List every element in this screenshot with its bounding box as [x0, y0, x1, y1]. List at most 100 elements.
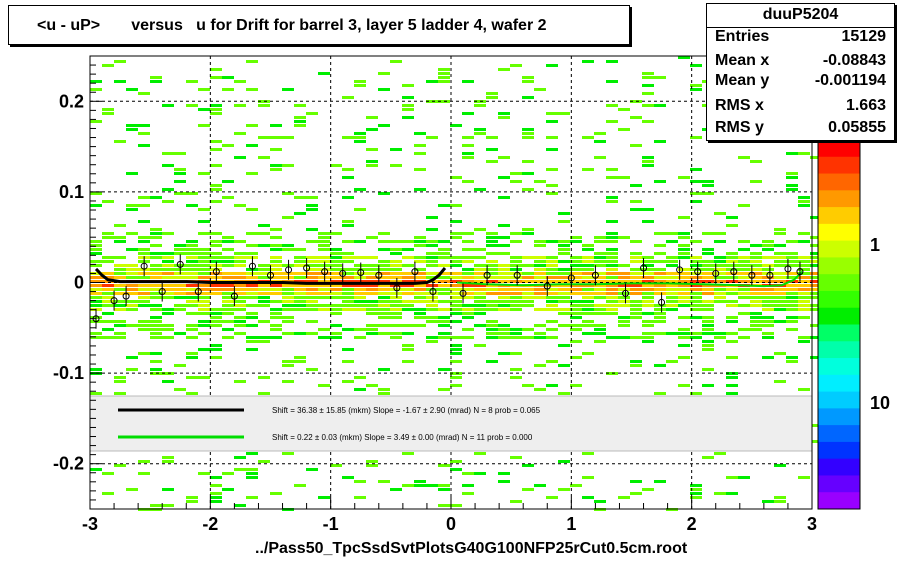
heatmap-cell [234, 300, 246, 303]
heatmap-cell [546, 168, 558, 171]
heatmap-cell [102, 284, 114, 287]
heatmap-cell [318, 280, 330, 283]
heatmap-cell [318, 268, 330, 271]
heatmap-cell [330, 284, 342, 287]
heatmap-cell [354, 208, 366, 211]
heatmap-cell [174, 172, 186, 175]
heatmap-cell [222, 196, 234, 199]
heatmap-cell [510, 232, 522, 235]
heatmap-cell [342, 96, 354, 99]
heatmap-cell [114, 320, 126, 323]
heatmap-cell [714, 336, 726, 339]
heatmap-cell [714, 332, 726, 335]
heatmap-cell [774, 276, 786, 279]
heatmap-cell [270, 168, 282, 171]
x-tick-label: 2 [687, 514, 697, 534]
heatmap-cell [474, 228, 486, 231]
heatmap-cell [450, 344, 462, 347]
heatmap-cell [426, 228, 438, 231]
heatmap-cell [366, 236, 378, 239]
heatmap-cell [270, 292, 282, 295]
heatmap-cell [666, 304, 678, 307]
heatmap-cell [186, 268, 198, 271]
heatmap-cell [546, 64, 558, 67]
heatmap-cell [606, 248, 618, 251]
heatmap-cell [546, 360, 558, 363]
heatmap-cell [546, 384, 558, 387]
heatmap-cell [162, 264, 174, 267]
heatmap-cell [390, 276, 402, 279]
stat-row-rms-x: RMS x 1.663 [715, 97, 886, 119]
heatmap-cell [222, 248, 234, 251]
heatmap-cell [498, 296, 510, 299]
heatmap-cell [618, 304, 630, 307]
heatmap-cell [546, 264, 558, 267]
heatmap-cell [462, 256, 474, 259]
heatmap-cell [294, 264, 306, 267]
heatmap-cell [114, 308, 126, 311]
heatmap-cell [774, 300, 786, 303]
heatmap-cell [750, 320, 762, 323]
heatmap-cell [354, 284, 366, 287]
heatmap-cell [474, 248, 486, 251]
heatmap-cell [678, 268, 690, 271]
heatmap-cell [330, 296, 342, 299]
heatmap-cell [342, 176, 354, 179]
heatmap-cell [654, 280, 666, 283]
heatmap-cell [114, 376, 126, 379]
heatmap-cell [150, 228, 162, 231]
heatmap-cell [390, 304, 402, 307]
heatmap-cell [354, 140, 366, 143]
heatmap-cell [150, 284, 162, 287]
heatmap-cell [126, 204, 138, 207]
heatmap-cell [630, 256, 642, 259]
heatmap-cell [282, 136, 294, 139]
heatmap-cell [474, 288, 486, 291]
heatmap-cell [546, 136, 558, 139]
heatmap-cell [762, 316, 774, 319]
heatmap-cell [558, 112, 570, 115]
heatmap-cell [498, 308, 510, 311]
heatmap-cell [258, 300, 270, 303]
heatmap-cell [438, 504, 450, 507]
heatmap-cell [798, 232, 810, 235]
heatmap-cell [246, 172, 258, 175]
palette-cell [818, 257, 860, 275]
heatmap-cell [330, 272, 342, 275]
heatmap-cell [438, 76, 450, 79]
heatmap-cell [366, 276, 378, 279]
heatmap-cell [378, 72, 390, 75]
heatmap-cell [174, 308, 186, 311]
heatmap-cell [414, 288, 426, 291]
heatmap-cell [522, 300, 534, 303]
heatmap-cell [402, 256, 414, 259]
heatmap-cell [510, 256, 522, 259]
heatmap-cell [690, 84, 702, 87]
heatmap-cell [318, 496, 330, 499]
heatmap-cell [270, 268, 282, 271]
heatmap-cell [174, 304, 186, 307]
heatmap-cell [354, 136, 366, 139]
heatmap-cell [786, 320, 798, 323]
heatmap-cell [810, 256, 822, 259]
heatmap-cell [798, 240, 810, 243]
heatmap-cell [726, 384, 738, 387]
heatmap-cell [402, 240, 414, 243]
heatmap-cell [438, 316, 450, 319]
heatmap-cell [558, 288, 570, 291]
heatmap-cell [234, 156, 246, 159]
heatmap-cell [522, 160, 534, 163]
heatmap-cell [462, 280, 474, 283]
heatmap-cell [750, 324, 762, 327]
heatmap-cell [426, 136, 438, 139]
heatmap-cell [354, 84, 366, 87]
heatmap-cell [678, 276, 690, 279]
heatmap-cell [306, 272, 318, 275]
heatmap-cell [654, 480, 666, 483]
heatmap-cell [306, 204, 318, 207]
axes: -3 -2 -1 0 1 2 30.20.10-0.1-0.2 [53, 55, 817, 534]
heatmap-cell [426, 320, 438, 323]
heatmap-cell [666, 264, 678, 267]
heatmap-cell [750, 300, 762, 303]
heatmap-cell [498, 196, 510, 199]
